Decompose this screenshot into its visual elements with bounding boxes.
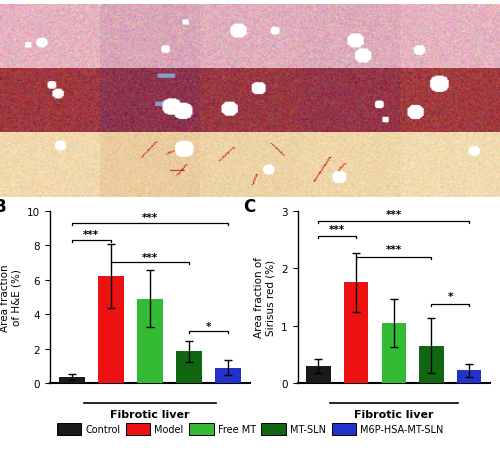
Bar bbox=[457, 371, 481, 383]
Text: B: B bbox=[0, 197, 6, 215]
Bar bbox=[419, 346, 444, 383]
Bar bbox=[216, 368, 241, 383]
Text: ***: *** bbox=[142, 213, 158, 223]
Y-axis label: Area fraction
of H&E (%): Area fraction of H&E (%) bbox=[0, 263, 22, 331]
Text: ***: *** bbox=[84, 230, 100, 240]
Bar bbox=[98, 276, 124, 383]
Text: C: C bbox=[244, 197, 256, 215]
Text: *: * bbox=[448, 292, 453, 302]
Bar bbox=[138, 299, 162, 383]
Bar bbox=[176, 352, 202, 383]
Legend: Control, Model, Free MT, MT-SLN, M6P-HSA-MT-SLN: Control, Model, Free MT, MT-SLN, M6P-HSA… bbox=[57, 424, 443, 435]
Text: Fibrotic liver: Fibrotic liver bbox=[354, 409, 434, 419]
Bar bbox=[59, 377, 84, 383]
Text: ***: *** bbox=[386, 209, 402, 219]
Text: *: * bbox=[206, 321, 212, 331]
Y-axis label: Area fraction of
Sirisus red (%): Area fraction of Sirisus red (%) bbox=[254, 257, 276, 338]
Text: A: A bbox=[0, 0, 3, 1]
Bar bbox=[344, 283, 368, 383]
Text: ***: *** bbox=[329, 224, 345, 234]
Text: ***: *** bbox=[142, 252, 158, 262]
Bar bbox=[382, 323, 406, 383]
Bar bbox=[306, 366, 330, 383]
Text: ***: *** bbox=[386, 245, 402, 255]
Text: Fibrotic liver: Fibrotic liver bbox=[110, 409, 190, 419]
